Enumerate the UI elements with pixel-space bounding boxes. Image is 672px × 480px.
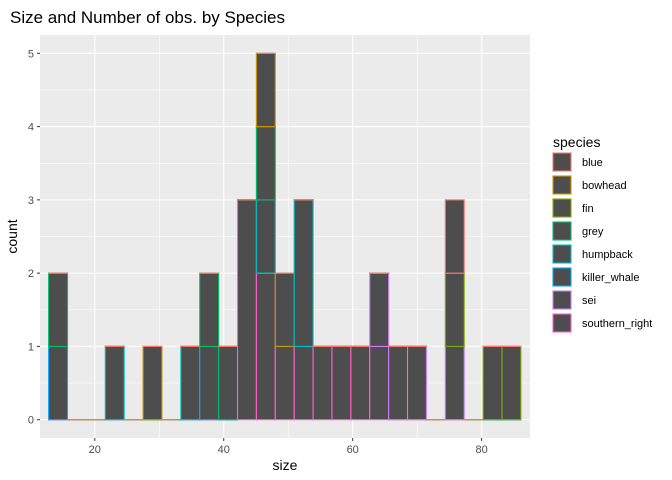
bar-southern-right <box>312 345 333 421</box>
y-axis-ticks: 0 1 2 3 4 5 <box>28 48 40 427</box>
bar-southern-right <box>369 345 390 421</box>
y-tick-label: 0 <box>28 415 34 427</box>
bar-killer-whale <box>48 345 69 421</box>
legend-title: species <box>553 134 600 150</box>
legend-label-southern-right: southern_right <box>582 318 652 330</box>
legend-label-blue: blue <box>582 157 603 169</box>
legend-key-sei <box>552 290 572 310</box>
legend-key-fin <box>552 198 572 218</box>
bar-sei <box>388 345 409 421</box>
legend: species blue bowhead fin grey humpback killer… <box>552 134 652 333</box>
bar-grey <box>218 345 239 421</box>
bar-grey <box>199 272 220 347</box>
legend-label-grey: grey <box>582 226 604 238</box>
legend-key-grey <box>552 221 572 241</box>
legend-key-southern-right <box>552 313 572 333</box>
legend-key-blue <box>552 152 572 172</box>
legend-label-humpback: humpback <box>582 249 633 261</box>
histogram-bars <box>48 52 522 421</box>
legend-label-sei: sei <box>582 295 596 307</box>
bar-southern-right <box>331 345 352 421</box>
x-axis-ticks: 20 40 60 80 <box>89 438 488 456</box>
x-tick-label: 60 <box>347 444 359 456</box>
y-tick-label: 4 <box>28 122 34 134</box>
bar-southern-right <box>350 345 371 421</box>
bar-sei <box>406 345 427 421</box>
bar-southern-right <box>274 345 295 421</box>
y-tick-label: 1 <box>28 341 34 353</box>
bar-bowhead <box>142 345 163 421</box>
y-tick-label: 2 <box>28 268 34 280</box>
chart-title: Size and Number of obs. by Species <box>10 8 285 27</box>
y-tick-label: 5 <box>28 48 34 60</box>
legend-label-killer-whale: killer_whale <box>582 272 639 284</box>
bar-fin <box>444 272 465 347</box>
x-tick-label: 40 <box>218 444 230 456</box>
bar-blue <box>444 199 465 274</box>
y-tick-label: 3 <box>28 195 34 207</box>
bar-bowhead <box>274 272 295 347</box>
bar-killer-whale <box>199 345 220 421</box>
legend-label-bowhead: bowhead <box>582 180 627 192</box>
legend-key-killer-whale <box>552 267 572 287</box>
x-tick-label: 20 <box>89 444 101 456</box>
bar-sei <box>369 272 390 347</box>
legend-key-bowhead <box>552 175 572 195</box>
x-axis-label: size <box>273 457 298 473</box>
bar-humpback <box>255 199 276 274</box>
bar-humpback <box>104 345 125 421</box>
bar-humpback <box>180 345 201 421</box>
x-tick-label: 80 <box>476 444 488 456</box>
bar-grey <box>255 126 276 201</box>
bar-humpback <box>293 199 314 347</box>
bar-bowhead <box>255 52 276 128</box>
bar-grey <box>48 272 69 347</box>
bar-sei <box>444 345 465 421</box>
legend-key-humpback <box>552 244 572 264</box>
bar-southern-right <box>255 272 276 421</box>
legend-label-fin: fin <box>582 203 594 215</box>
bar-southern-right <box>236 199 257 421</box>
y-axis-label: count <box>4 219 20 253</box>
bar-southern-right <box>293 345 314 421</box>
bar-fin <box>482 345 503 421</box>
bar-fin <box>501 345 522 421</box>
